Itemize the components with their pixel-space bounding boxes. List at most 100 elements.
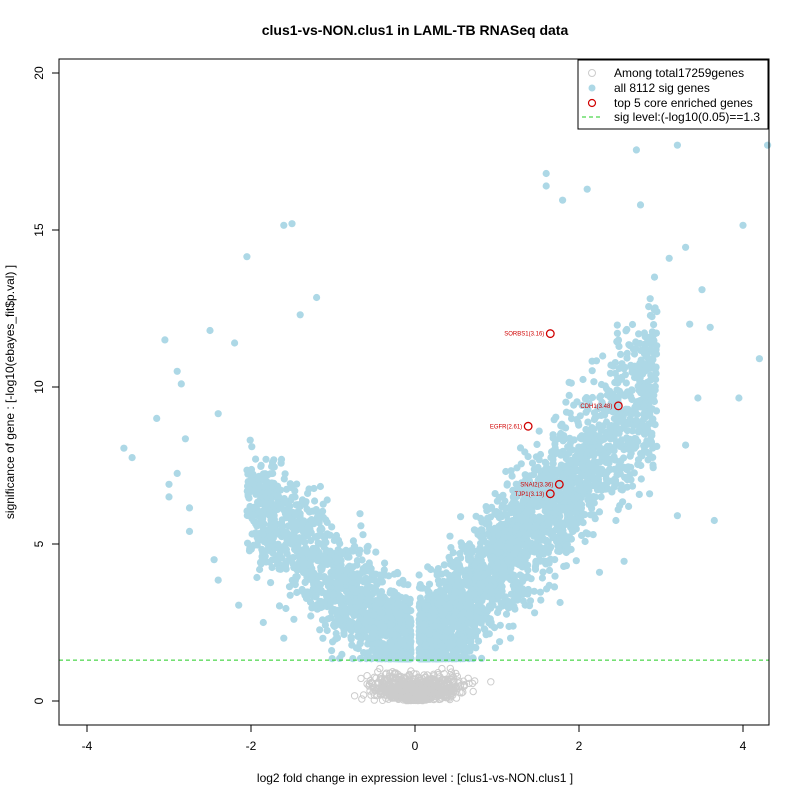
sig-gene-point [535,427,543,435]
sig-gene-point [365,597,373,605]
sig-gene-point [473,556,481,565]
sig-gene-point [603,442,612,450]
sig-gene-point [281,497,289,505]
sig-gene-point [466,637,474,645]
sig-gene-point [566,478,574,486]
sig-gene-point [650,350,658,358]
sig-gene-point [518,481,526,490]
sig-gene-point [649,375,657,383]
sig-gene-point [606,465,614,473]
gene-point [378,682,387,690]
sig-gene-point [338,548,346,556]
sig-gene-point [494,608,502,617]
sig-gene-point [465,594,473,602]
sig-gene-point [531,609,539,617]
sig-gene-point [633,417,641,425]
sig-gene-point [507,467,515,475]
sig-gene-point [554,542,562,550]
sig-gene-point [357,655,365,663]
sig-gene-point [387,621,395,629]
sig-gene-point [496,638,504,646]
sig-gene-point [613,329,622,337]
sig-gene-point [458,595,466,603]
sig-gene-point [648,429,656,437]
sig-gene-point [648,328,657,336]
gene-point [367,691,375,699]
sig-gene-point [570,436,578,444]
sig-gene-point [310,484,318,493]
sig-gene-point [445,584,453,592]
sig-gene-point [653,342,661,350]
sig-gene-point [536,588,545,596]
gene-point [376,664,384,673]
gene-point [424,688,432,696]
sig-gene-point [533,440,541,448]
sig-gene-point [252,520,260,528]
sig-gene-point [550,416,558,424]
sig-gene-point [376,591,384,599]
sig-gene-point [406,627,415,635]
sig-gene-point [610,483,619,491]
sig-gene-point [634,460,642,469]
sig-gene-point [524,585,532,594]
gene-point [418,696,427,705]
gene-point [383,684,391,692]
sig-gene-point [391,631,399,639]
sig-gene-point [558,422,566,430]
sig-gene-point [565,449,573,457]
sig-gene-point [587,430,595,438]
sig-gene-point [457,624,465,632]
sig-gene-point [637,475,645,483]
sig-gene-point [572,557,580,565]
sig-gene-point [259,530,267,538]
sig-gene-point [458,615,466,624]
sig-gene-point [529,500,538,508]
sig-gene-point [342,588,351,596]
sig-gene-point [514,595,522,603]
sig-gene-point [273,528,281,536]
sig-gene-point [290,615,298,623]
sig-gene-point [577,448,585,456]
sig-gene-point [562,562,571,570]
sig-gene-point [582,425,590,434]
sig-gene-point [531,530,539,538]
gene-point [430,677,439,686]
sig-gene-point [501,527,509,535]
sig-gene-point [422,641,430,649]
sig-gene-point [247,465,256,474]
sig-gene-point [316,626,324,634]
sig-gene-point [637,346,645,354]
sig-gene-point [278,516,286,524]
gene-point [422,677,430,686]
sig-gene-point [552,436,560,444]
gene-point [412,692,421,700]
sig-gene-point [596,458,604,466]
sig-gene-point [478,654,486,663]
sig-gene-point [267,512,275,520]
sig-gene-point [606,423,614,431]
sig-gene-point [629,427,637,435]
sig-gene-point [504,516,512,524]
sig-gene-point [323,555,331,563]
sig-gene-point [628,386,636,394]
sig-gene-point [356,510,364,518]
sig-gene-point [319,634,327,642]
sig-gene-point [622,327,630,335]
sig-gene-point [277,565,285,573]
sig-gene-point [318,616,327,624]
sig-gene-point [653,442,661,450]
sig-gene-point [536,450,545,459]
sig-gene-point [253,541,261,549]
sig-gene-point [364,542,372,550]
sig-gene-point [573,416,581,424]
sig-gene-point [457,513,465,521]
sig-gene-point [603,391,611,399]
sig-gene-point [323,496,331,504]
sig-gene-point [457,582,465,591]
sig-gene-point [247,545,255,553]
sig-gene-point [256,558,265,567]
sig-gene-point [603,479,611,487]
sig-gene-point [595,443,603,451]
sig-gene-point [347,633,355,641]
sig-gene-point [562,548,570,557]
